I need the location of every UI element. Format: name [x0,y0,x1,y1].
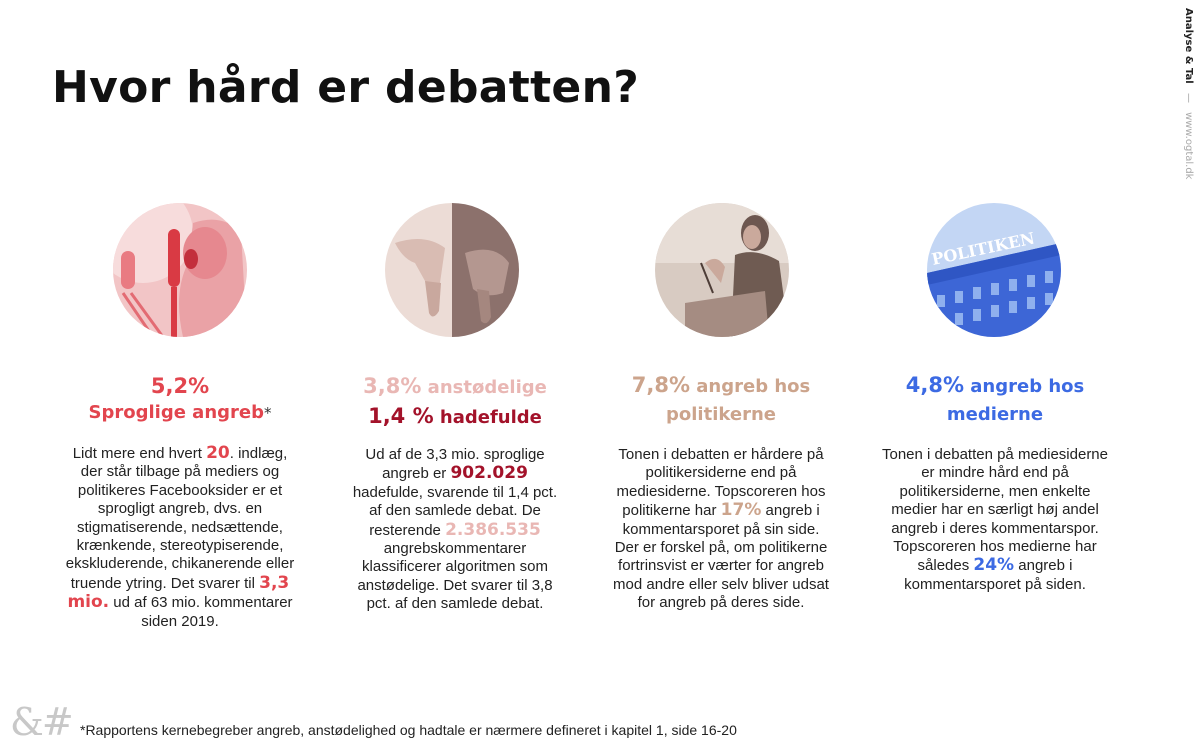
stat-description: Tonen i debatten på mediesiderne er mind… [882,446,1108,593]
stat-column-offensive-hateful: 3,8% anstødelige 1,4 % hadefulde Ud af d… [348,372,562,614]
thumbs-down-hands-image [385,203,519,337]
highlight-number: 20 [206,443,230,463]
stat-value: 7,8% [631,373,690,397]
side-brand: Analyse & Tal — www.ogtal.dk [1183,8,1194,179]
stat-value: 4,8% [905,373,964,397]
stat-label: Sproglige angreb [88,402,265,423]
stat-description: Lidt mere end hvert 20. indlæg, der står… [65,443,295,630]
stat-description: Tonen i debatten er hårdere på politiker… [613,446,829,612]
highlight-number: 3,3 mio. [67,572,290,613]
footnote: *Rapportens kernebegreber angreb, anstød… [80,722,737,738]
page-title: Hvor hård er debatten? [52,62,640,113]
shouting-person-image [113,203,247,337]
stat-heading: 7,8% angreb hos politikerne [610,372,832,428]
stat-column-language-attacks: 5,2% Sproglige angreb* Lidt mere end hve… [60,372,300,631]
politician-at-podium-image [655,203,789,337]
stat-heading: Sproglige angreb* [60,400,300,426]
stat-column-politicians: 7,8% angreb hos politikerne Tonen i deba… [610,372,832,613]
stat-heading: 3,8% anstødelige [348,372,562,402]
highlight-number: 17% [720,500,762,521]
brand-logo: &# [10,700,74,744]
politiken-building-image: POLITIKEN [927,203,1061,337]
stat-value: 3,8% [363,374,422,398]
highlight-number: 2.386.535 [445,519,541,540]
brand-url: www.ogtal.dk [1183,112,1194,180]
footnote-marker: * [264,404,272,422]
stat-description: Ud af de 3,3 mio. sproglige angreb er 90… [352,446,558,613]
highlight-number: 902.029 [450,463,528,484]
stat-label: angreb hos politikerne [666,376,811,425]
stat-label: angreb hos medierne [946,376,1085,425]
stat-heading-secondary: 1,4 % hadefulde [348,402,562,432]
brand-name: Analyse & Tal [1183,8,1194,84]
stat-label: anstødelige [421,377,547,398]
highlight-number: 24% [973,555,1015,576]
stat-heading: 4,8% angreb hos medierne [880,372,1110,428]
brand-separator: — [1183,92,1194,103]
stat-label: hadefulde [433,407,542,428]
stat-column-media: 4,8% angreb hos medierne Tonen i debatte… [880,372,1110,594]
stat-value: 5,2% [150,374,210,398]
stat-value: 1,4 % [368,404,434,428]
